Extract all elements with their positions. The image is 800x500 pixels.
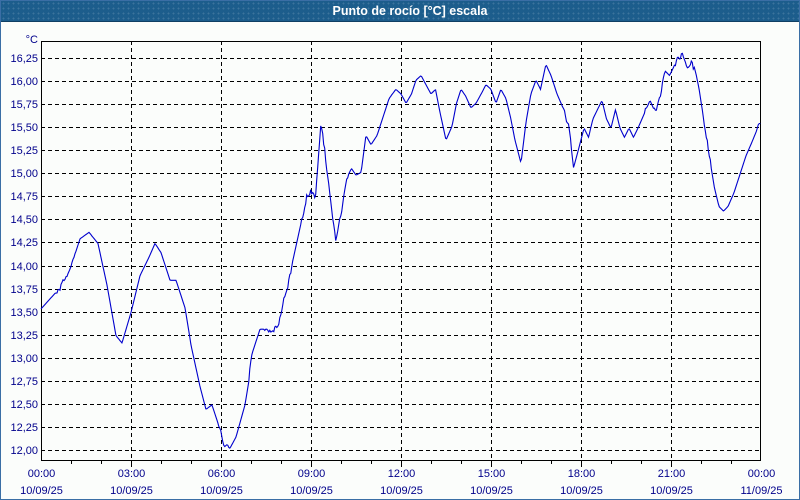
svg-text:10/09/25: 10/09/25 — [20, 485, 63, 497]
svg-text:10/09/25: 10/09/25 — [200, 485, 243, 497]
svg-text:14,25: 14,25 — [10, 237, 38, 249]
svg-text:00:00: 00:00 — [28, 468, 56, 480]
svg-text:18:00: 18:00 — [568, 468, 596, 480]
svg-text:13,50: 13,50 — [10, 307, 38, 319]
svg-text:12:00: 12:00 — [388, 468, 416, 480]
svg-text:14,75: 14,75 — [10, 191, 38, 203]
svg-text:10/09/25: 10/09/25 — [470, 485, 513, 497]
svg-text:15,75: 15,75 — [10, 99, 38, 111]
svg-text:12,75: 12,75 — [10, 376, 38, 388]
svg-text:10/09/25: 10/09/25 — [650, 485, 693, 497]
svg-text:16,00: 16,00 — [10, 76, 38, 88]
svg-text:°C: °C — [26, 34, 38, 46]
svg-text:09:00: 09:00 — [298, 468, 326, 480]
svg-text:14,00: 14,00 — [10, 261, 38, 273]
svg-text:11/09/25: 11/09/25 — [740, 485, 782, 497]
svg-text:03:00: 03:00 — [118, 468, 146, 480]
svg-text:10/09/25: 10/09/25 — [290, 485, 333, 497]
svg-text:15,50: 15,50 — [10, 122, 38, 134]
svg-text:13,00: 13,00 — [10, 353, 38, 365]
svg-text:00:00: 00:00 — [748, 468, 776, 480]
svg-text:15,25: 15,25 — [10, 145, 38, 157]
svg-text:15:00: 15:00 — [478, 468, 506, 480]
svg-text:21:00: 21:00 — [658, 468, 686, 480]
svg-text:12,25: 12,25 — [10, 422, 38, 434]
svg-text:15,00: 15,00 — [10, 168, 38, 180]
svg-text:16,25: 16,25 — [10, 53, 38, 65]
svg-text:10/09/25: 10/09/25 — [560, 485, 603, 497]
svg-text:10/09/25: 10/09/25 — [110, 485, 153, 497]
svg-text:14,50: 14,50 — [10, 214, 38, 226]
svg-text:13,75: 13,75 — [10, 284, 38, 296]
svg-text:10/09/25: 10/09/25 — [380, 485, 423, 497]
svg-text:06:00: 06:00 — [208, 468, 236, 480]
svg-text:13,25: 13,25 — [10, 330, 38, 342]
svg-text:12,00: 12,00 — [10, 445, 38, 457]
svg-text:12,50: 12,50 — [10, 399, 38, 411]
